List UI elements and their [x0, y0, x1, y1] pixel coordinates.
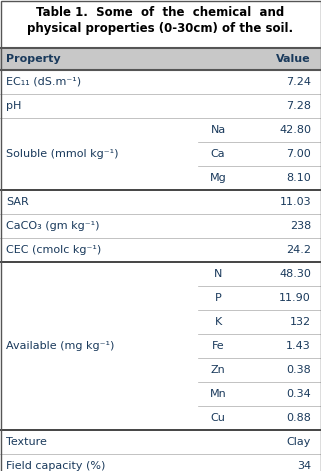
Text: N: N [214, 269, 222, 279]
Text: 1.43: 1.43 [286, 341, 311, 351]
Text: K: K [214, 317, 221, 327]
Text: 7.24: 7.24 [286, 77, 311, 87]
Text: 48.30: 48.30 [279, 269, 311, 279]
Text: 42.80: 42.80 [279, 125, 311, 135]
Text: 238: 238 [290, 221, 311, 231]
Text: CaCO₃ (gm kg⁻¹): CaCO₃ (gm kg⁻¹) [6, 221, 100, 231]
Text: pH: pH [6, 101, 22, 111]
Text: 11.90: 11.90 [279, 293, 311, 303]
Text: 0.38: 0.38 [286, 365, 311, 375]
Text: 132: 132 [290, 317, 311, 327]
Text: EC₁₁ (dS.m⁻¹): EC₁₁ (dS.m⁻¹) [6, 77, 81, 87]
Text: Property: Property [6, 54, 61, 64]
Text: Na: Na [210, 125, 226, 135]
Text: SAR: SAR [6, 197, 29, 207]
Text: Available (mg kg⁻¹): Available (mg kg⁻¹) [6, 341, 114, 351]
Text: CEC (cmolᴄ kg⁻¹): CEC (cmolᴄ kg⁻¹) [6, 245, 101, 255]
Text: Texture: Texture [6, 437, 47, 447]
Text: 24.2: 24.2 [286, 245, 311, 255]
Text: Mn: Mn [210, 389, 226, 399]
Bar [0, 0, 321, 48]
Text: Zn: Zn [211, 365, 225, 375]
Text: Field capacity (%): Field capacity (%) [6, 461, 105, 471]
Text: Mg: Mg [210, 173, 226, 183]
Text: 34: 34 [297, 461, 311, 471]
Text: 8.10: 8.10 [286, 173, 311, 183]
Text: Value: Value [276, 54, 311, 64]
Text: 0.34: 0.34 [286, 389, 311, 399]
Text: 7.00: 7.00 [286, 149, 311, 159]
Text: 0.88: 0.88 [286, 413, 311, 423]
Text: 11.03: 11.03 [279, 197, 311, 207]
Text: Table 1.  Some  of  the  chemical  and: Table 1. Some of the chemical and [36, 6, 285, 19]
Text: Fe: Fe [212, 341, 224, 351]
Bar [0, 48, 321, 70]
Text: P: P [215, 293, 221, 303]
Text: Ca: Ca [211, 149, 225, 159]
Text: physical properties (0-30cm) of the soil.: physical properties (0-30cm) of the soil… [27, 22, 294, 35]
Text: Cu: Cu [211, 413, 225, 423]
Text: Soluble (mmol kg⁻¹): Soluble (mmol kg⁻¹) [6, 149, 118, 159]
Text: Clay: Clay [287, 437, 311, 447]
Text: 7.28: 7.28 [286, 101, 311, 111]
